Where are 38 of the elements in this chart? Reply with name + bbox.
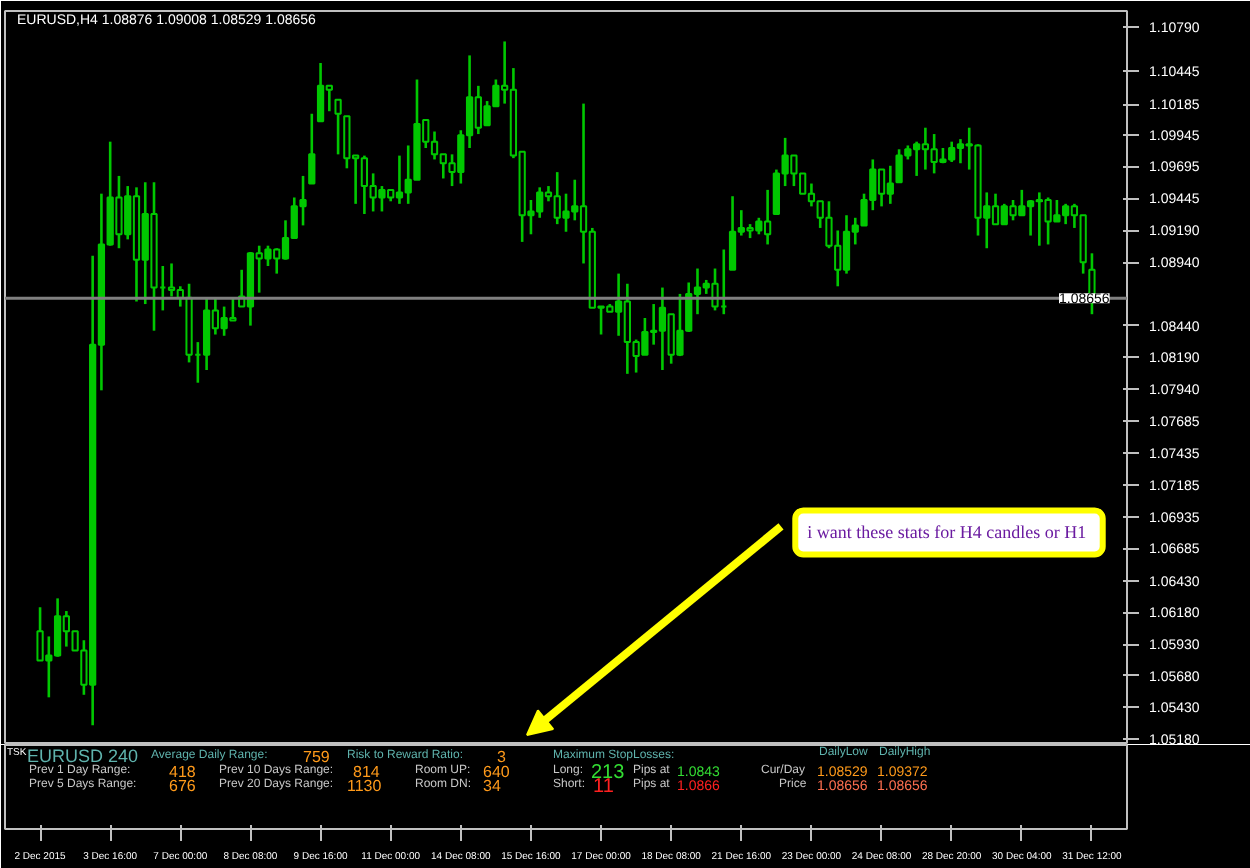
annotation: i want these stats for H4 candles or H1 [807, 522, 1087, 543]
text: 3 [497, 748, 507, 767]
candlestick [763, 188, 772, 246]
candlestick [202, 296, 211, 372]
text: 814 [353, 762, 381, 781]
candlestick [877, 168, 886, 208]
candlestick [308, 112, 316, 185]
candlestick [728, 194, 737, 272]
candlestick [343, 115, 351, 170]
text: EURUSD 240 [27, 746, 139, 767]
candlestick [395, 154, 404, 206]
candlestick [1026, 198, 1035, 237]
candlestick [614, 272, 623, 338]
candlestick [115, 174, 123, 250]
text: 1130 [347, 777, 383, 796]
candlestick [378, 184, 386, 213]
text: 418 [169, 762, 197, 781]
text: 34 [483, 777, 502, 796]
candlestick [921, 126, 930, 171]
candlestick [167, 262, 176, 298]
candlestick [1079, 213, 1087, 275]
text: 676 [169, 777, 197, 796]
candlestick [956, 137, 965, 165]
candlestick [658, 286, 667, 372]
candlestick [991, 192, 1000, 226]
candlestick [53, 597, 62, 659]
candlestick [360, 154, 369, 216]
candlestick [1009, 198, 1017, 222]
text: 11 [593, 776, 615, 799]
text: 759 [303, 748, 331, 767]
candlestick [676, 292, 684, 358]
text: 640 [483, 762, 511, 781]
candlestick [36, 605, 44, 662]
candlestick [316, 61, 325, 123]
candlestick [790, 154, 798, 188]
candlestick [229, 296, 237, 322]
candlestick [334, 98, 342, 156]
candlestick [842, 213, 851, 275]
